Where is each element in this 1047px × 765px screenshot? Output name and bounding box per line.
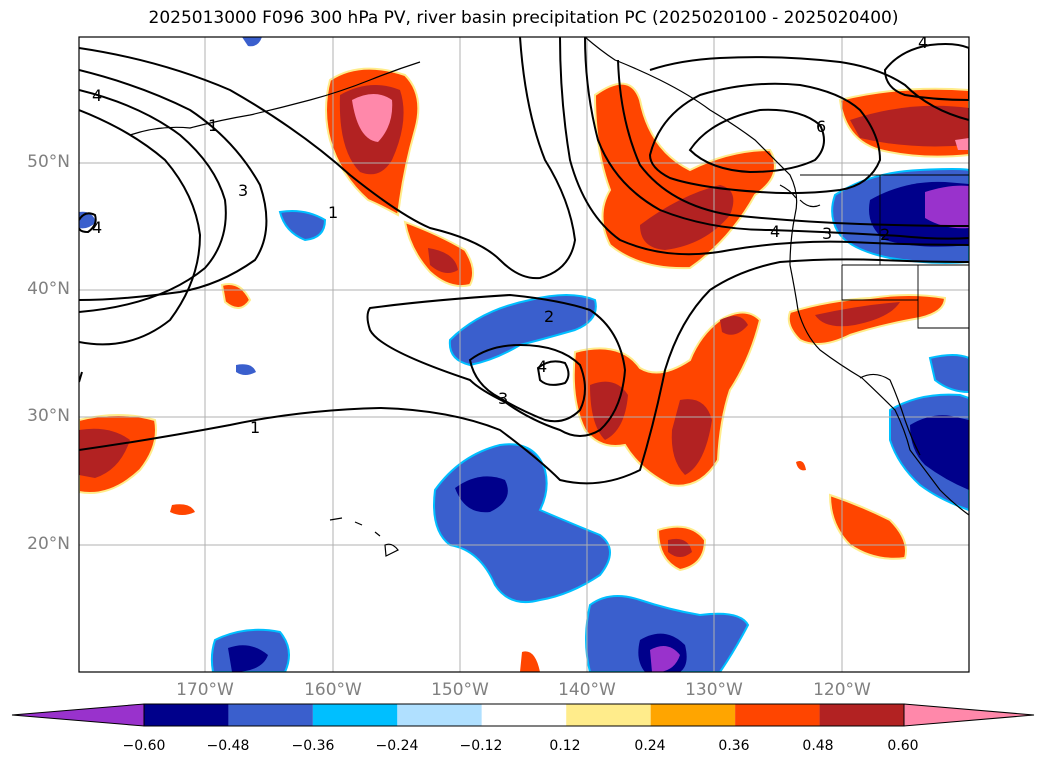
lon-label-160w: 160°W <box>304 680 362 700</box>
colorbar-segments <box>11 703 1035 727</box>
anomaly-ne-pacific <box>593 82 776 270</box>
lat-label-30n: 30°N <box>27 406 70 426</box>
colorbar-extend-low <box>11 703 145 727</box>
map-content: 4 1 3 1 4 2 3 4 1 6 4 3 2 4 <box>79 33 969 672</box>
contour-label: 1 <box>208 116 218 135</box>
anomaly-tropical-blue <box>585 595 750 672</box>
contour-label: 4 <box>92 218 102 237</box>
colorbar <box>11 703 1035 727</box>
contour-label: 1 <box>250 418 260 437</box>
colorbar-segment <box>735 704 820 726</box>
lon-label-140w: 140°W <box>558 680 616 700</box>
colorbar-tick: 0.48 <box>802 738 834 754</box>
colorbar-extend-high <box>903 703 1035 727</box>
positive-anomaly-fill <box>79 67 969 672</box>
contour-label: 2 <box>880 225 890 244</box>
contour-label: 6 <box>816 117 826 136</box>
contour-label: 4 <box>770 222 780 241</box>
lon-label-130w: 130°W <box>685 680 743 700</box>
colorbar-tick: 0.24 <box>634 738 666 754</box>
lat-label-50n: 50°N <box>27 152 70 172</box>
lat-label-40n: 40°N <box>27 279 70 299</box>
colorbar-segment <box>397 704 482 726</box>
colorbar-tick: 0.12 <box>549 738 581 754</box>
anomaly-central-pacific-south <box>572 311 762 487</box>
colorbar-tick: 0.36 <box>718 738 750 754</box>
pv-contours <box>79 37 969 485</box>
colorbar-segment <box>312 704 398 726</box>
contour-label: 3 <box>822 224 832 243</box>
contour-label: 3 <box>498 389 508 408</box>
colorbar-tick: 0.60 <box>887 738 919 754</box>
colorbar-segment <box>481 704 567 726</box>
map-title: 2025013000 F096 300 hPa PV, river basin … <box>148 8 899 28</box>
contour-label: 4 <box>537 357 547 376</box>
map-panel: 4 1 3 1 4 2 3 4 1 6 4 3 2 4 <box>78 33 970 673</box>
contour-label: 2 <box>544 307 554 326</box>
lon-label-120w: 120°W <box>813 680 871 700</box>
map-gridlines <box>79 37 969 672</box>
colorbar-tick: −0.36 <box>291 738 335 754</box>
political-borders <box>800 174 969 329</box>
colorbar-segment <box>566 704 651 726</box>
contour-label: 4 <box>92 86 102 105</box>
colorbar-tick: −0.12 <box>459 738 503 754</box>
colorbar-segment <box>650 704 736 726</box>
colorbar-segment <box>228 704 313 726</box>
contour-label: 4 <box>918 33 928 52</box>
anomaly-small-west-blue <box>278 210 327 242</box>
colorbar-segment <box>144 704 229 726</box>
lon-label-150w: 150°W <box>431 680 489 700</box>
colorbar-tick: −0.48 <box>206 738 250 754</box>
contour-label: 1 <box>328 203 338 222</box>
map-frame <box>78 36 970 673</box>
anomaly-pacific-blue-north <box>448 294 597 367</box>
lon-label-170w: 170°W <box>176 680 234 700</box>
contour-labels: 4 1 3 1 4 2 3 4 1 6 4 3 2 4 <box>92 33 928 437</box>
anomaly-mexico-coast <box>828 493 907 560</box>
negative-anomaly-fill <box>79 37 969 672</box>
colorbar-tick: −0.24 <box>375 738 419 754</box>
colorbar-frame <box>143 703 905 727</box>
colorbar-segment <box>819 704 904 726</box>
coastlines <box>129 37 969 557</box>
lat-label-20n: 20°N <box>27 534 70 554</box>
contour-label: 3 <box>238 181 248 200</box>
colorbar-tick: −0.60 <box>122 738 166 754</box>
